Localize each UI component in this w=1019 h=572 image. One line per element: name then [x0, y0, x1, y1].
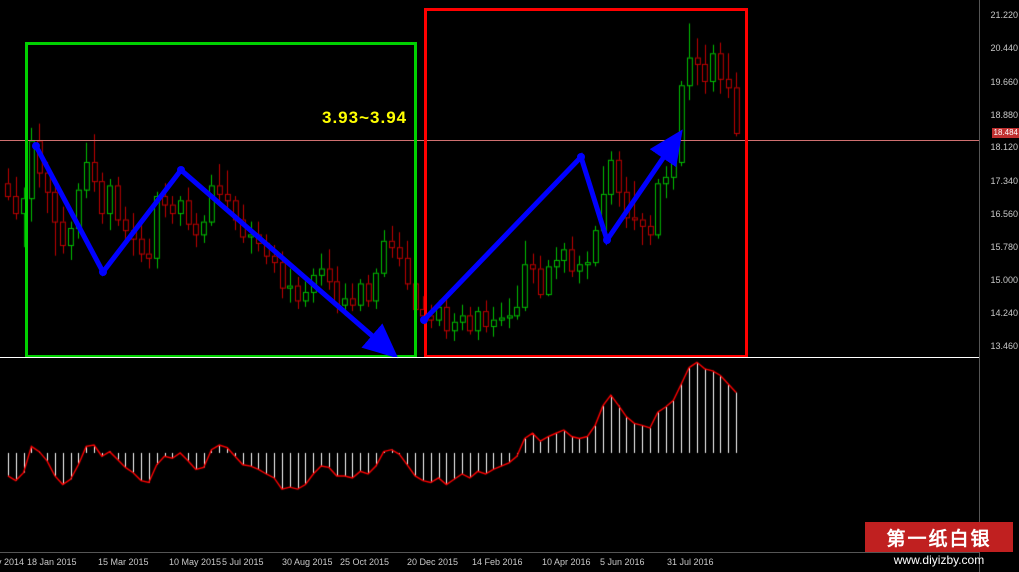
price-scale-label: 16.560 [990, 208, 1018, 219]
downtrend-range-box [25, 42, 417, 358]
price-scale-label: 15.000 [990, 275, 1018, 286]
price-scale-label: 21.220 [990, 10, 1018, 21]
time-axis-label: 31 Jul 2016 [667, 557, 714, 567]
time-axis-label: 14 Feb 2016 [472, 557, 523, 567]
current-price-tag: 18.484 [991, 127, 1019, 138]
time-axis-label: 15 Mar 2015 [98, 557, 149, 567]
time-axis-label: 10 May 2015 [169, 557, 222, 567]
zigzag-node [420, 316, 428, 324]
right-zigzag-arrow [422, 129, 683, 322]
range-ratio-label: 3.93~3.94 [322, 108, 408, 127]
time-axis-label: 30 Aug 2015 [282, 557, 333, 567]
time-axis-label: 5 Jul 2015 [222, 557, 264, 567]
time-axis-label: ov 2014 [0, 557, 25, 567]
uptrend-range-box [424, 8, 748, 358]
price-scale-label: 17.340 [990, 175, 1018, 186]
time-axis-label: 18 Jan 2015 [27, 557, 77, 567]
zigzag-node [32, 142, 40, 150]
price-scale-label: 13.460 [990, 340, 1018, 351]
left-zigzag-arrow [33, 144, 399, 359]
candlestick-series [0, 0, 979, 358]
price-scale-label: 18.880 [990, 109, 1018, 120]
zigzag-node [177, 166, 185, 174]
zigzag-node [603, 236, 611, 244]
time-axis-label: 5 Jun 2016 [600, 557, 645, 567]
zigzag-node [99, 268, 107, 276]
watermark: 第一纸白银 www.diyizby.com [865, 522, 1013, 568]
price-scale-label: 14.240 [990, 307, 1018, 318]
watermark-url: www.diyizby.com [893, 553, 985, 567]
price-scale[interactable]: 21.220 20.440 19.660 18.880 18.120 17.340 16.5… [979, 0, 1019, 572]
price-chart-pane[interactable]: 3.93~3.94 [0, 0, 979, 359]
price-scale-label: 15.780 [990, 242, 1018, 253]
price-scale-label: 19.660 [990, 76, 1018, 87]
time-axis-label: 25 Oct 2015 [340, 557, 390, 567]
price-scale-label: 18.120 [990, 142, 1018, 153]
time-axis-label: 10 Apr 2016 [542, 557, 591, 567]
pane-separator [0, 357, 979, 358]
watermark-brand: 第一纸白银 [865, 522, 1013, 552]
current-price-line [0, 140, 979, 141]
trend-arrows-overlay [32, 129, 683, 359]
macd-histogram-series [0, 360, 979, 550]
indicator-scale-label: -1.4769 [980, 36, 1019, 53]
indicator-scale-label: 1.415 [980, 0, 1019, 17]
zigzag-node [577, 153, 585, 161]
indicator-scale-label: 0.00 [980, 18, 1012, 35]
price-scale-label: 20.440 [990, 43, 1018, 54]
time-axis-label: 20 Dec 2015 [407, 557, 459, 567]
zigzag-node [380, 342, 388, 350]
macd-indicator-pane[interactable] [0, 360, 979, 550]
